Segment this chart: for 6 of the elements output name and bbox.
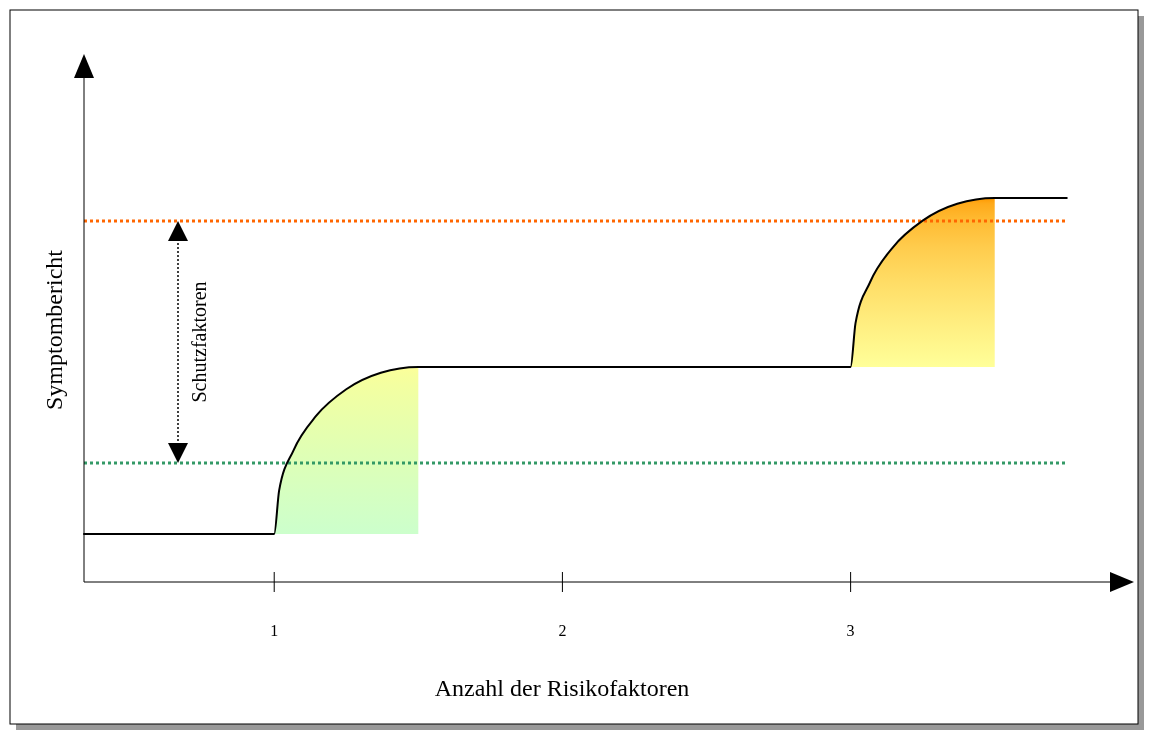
annotation: Schutzfaktoren xyxy=(188,281,210,403)
x-tick-label: 3 xyxy=(846,622,855,639)
x-tick-label: 2 xyxy=(558,622,567,639)
y-axis-title: Symptombericht xyxy=(41,249,67,410)
x-axis-title: Anzahl der Risikofaktoren xyxy=(434,675,690,701)
x-tick-label: 1 xyxy=(270,622,279,639)
